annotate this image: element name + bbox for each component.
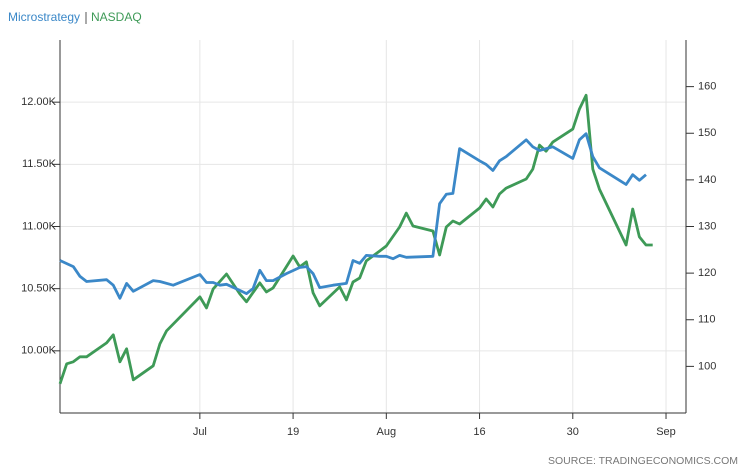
x-tick-label: Sep xyxy=(656,426,676,438)
y-tick-label: 11.00K xyxy=(22,220,57,232)
source-note: SOURCE: TRADINGECONOMICS.COM xyxy=(548,455,738,467)
y-tick-label: 10.50K xyxy=(21,283,57,295)
y2-tick-label: 130 xyxy=(698,220,716,232)
x-tick-label: 30 xyxy=(567,426,579,438)
y2-tick-label: 120 xyxy=(698,267,716,279)
y2-tick-label: 100 xyxy=(698,360,716,372)
y-tick-label: 11.50K xyxy=(22,158,57,170)
series-line xyxy=(58,93,653,385)
y2-tick-label: 150 xyxy=(698,127,716,139)
y2-tick-label: 140 xyxy=(698,174,716,186)
y2-tick-label: 110 xyxy=(698,314,716,326)
y-tick-label: 12.00K xyxy=(21,96,57,108)
y2-tick-label: 160 xyxy=(698,81,716,93)
x-tick-label: 16 xyxy=(473,426,485,438)
x-tick-label: Aug xyxy=(377,426,397,438)
x-tick-label: Jul xyxy=(193,426,207,438)
x-tick-label: 19 xyxy=(287,426,299,438)
series-line xyxy=(59,132,647,300)
legend-entry: NASDAQ xyxy=(91,10,142,24)
legend-entry: Microstrategy xyxy=(8,10,80,24)
y-tick-label: 10.00K xyxy=(21,345,57,357)
